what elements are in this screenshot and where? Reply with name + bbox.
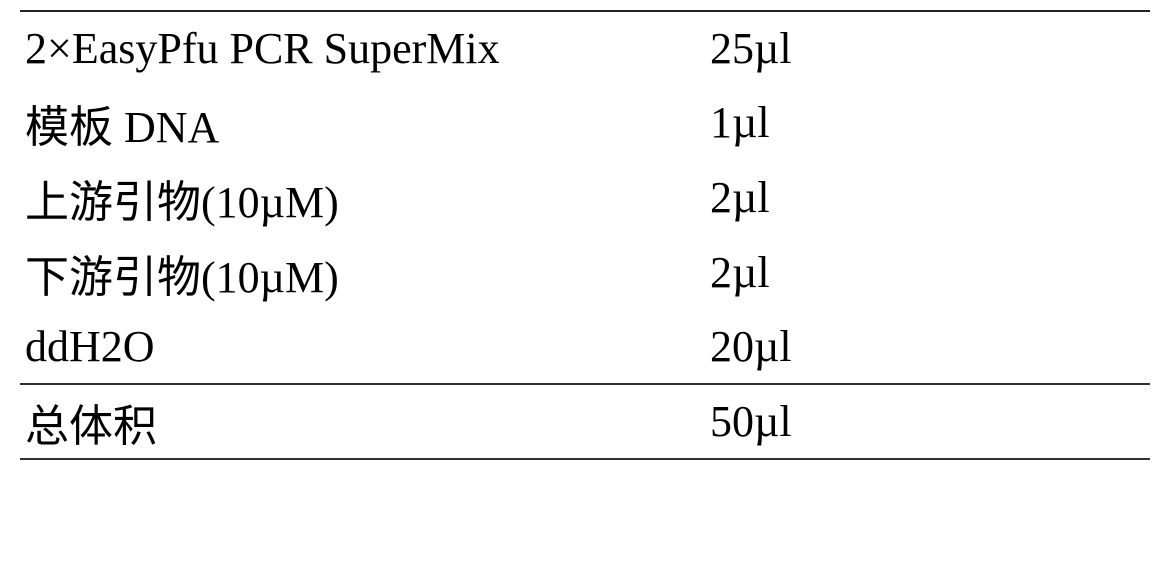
pcr-reagent-table: 2×EasyPfu PCR SuperMix 25µl 模板 DNA 1µl 上… bbox=[20, 10, 1150, 460]
volume-cell: 2µl bbox=[710, 172, 1150, 223]
total-row: 总体积 50µl bbox=[20, 385, 1150, 460]
component-cell: 上游引物(10µM) bbox=[20, 166, 710, 230]
volume-cell: 1µl bbox=[710, 97, 1150, 148]
component-cell: ddH2O bbox=[20, 321, 710, 372]
total-label-cell: 总体积 bbox=[20, 390, 710, 454]
table-row: ddH2O 20µl bbox=[20, 310, 1150, 385]
table-row: 模板 DNA 1µl bbox=[20, 85, 1150, 160]
volume-cell: 20µl bbox=[710, 321, 1150, 372]
component-cell: 下游引物(10µM) bbox=[20, 241, 710, 305]
volume-cell: 2µl bbox=[710, 247, 1150, 298]
volume-cell: 25µl bbox=[710, 23, 1150, 74]
component-cell: 2×EasyPfu PCR SuperMix bbox=[20, 23, 710, 74]
total-volume-cell: 50µl bbox=[710, 396, 1150, 447]
component-cell: 模板 DNA bbox=[20, 91, 710, 155]
table-row: 下游引物(10µM) 2µl bbox=[20, 235, 1150, 310]
table-row: 上游引物(10µM) 2µl bbox=[20, 160, 1150, 235]
table-row: 2×EasyPfu PCR SuperMix 25µl bbox=[20, 10, 1150, 85]
